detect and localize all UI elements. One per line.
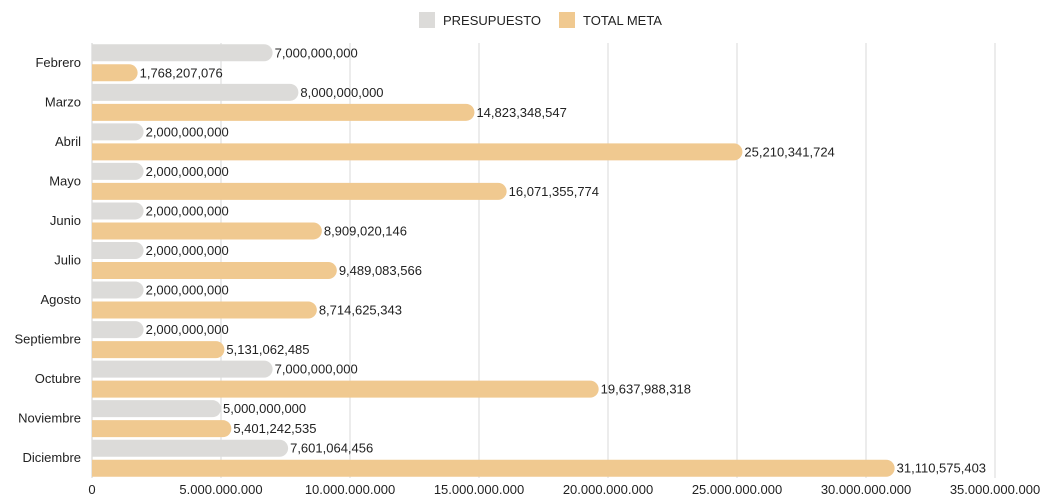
data-label-total-meta-marzo: 14,823,348,547	[476, 105, 566, 120]
legend-label-total-meta: TOTAL META	[583, 13, 662, 28]
data-label-total-meta-julio: 9,489,083,566	[339, 263, 422, 278]
x-tick-label: 10.000.000.000	[305, 482, 395, 497]
data-label-total-meta-mayo: 16,071,355,774	[509, 184, 599, 199]
x-tick-label: 20.000.000.000	[563, 482, 653, 497]
x-tick-label: 0	[88, 482, 95, 497]
x-tick-label: 35.000.000.000	[950, 482, 1040, 497]
bar-presupuesto-junio	[92, 202, 144, 220]
bar-total-meta-julio	[92, 262, 337, 279]
category-label-febrero: Febrero	[35, 55, 81, 70]
data-label-presupuesto-noviembre: 5,000,000,000	[223, 401, 306, 416]
data-label-total-meta-diciembre: 31,110,575,403	[897, 461, 986, 476]
data-label-presupuesto-marzo: 8,000,000,000	[300, 85, 383, 100]
data-label-total-meta-septiembre: 5,131,062,485	[226, 342, 309, 357]
data-label-presupuesto-agosto: 2,000,000,000	[146, 283, 229, 298]
bar-total-meta-abril	[92, 143, 743, 161]
legend-swatch-total-meta	[559, 12, 575, 28]
bar-total-meta-mayo	[92, 182, 507, 200]
category-label-agosto: Agosto	[41, 292, 81, 307]
category-label-mayo: Mayo	[49, 173, 81, 188]
category-label-marzo: Marzo	[45, 94, 81, 109]
category-label-octubre: Octubre	[35, 371, 81, 386]
bar-total-meta-noviembre	[92, 420, 232, 438]
bar-total-meta-diciembre	[92, 459, 895, 477]
bar-presupuesto-noviembre	[92, 400, 221, 418]
category-label-septiembre: Septiembre	[15, 332, 81, 347]
data-label-total-meta-abril: 25,210,341,724	[744, 144, 834, 159]
bar-total-meta-febrero	[92, 64, 138, 82]
data-label-total-meta-febrero: 1,768,207,076	[140, 65, 223, 80]
legend-label-presupuesto: PRESUPUESTO	[443, 13, 541, 28]
data-label-total-meta-octubre: 19,637,988,318	[601, 382, 691, 397]
bar-presupuesto-octubre	[92, 360, 273, 378]
data-label-presupuesto-diciembre: 7,601,064,456	[290, 441, 373, 456]
bar-presupuesto-marzo	[92, 83, 299, 101]
category-label-julio: Julio	[54, 253, 81, 268]
category-label-noviembre: Noviembre	[18, 411, 81, 426]
bar-total-meta-octubre	[92, 380, 599, 398]
legend-swatch-presupuesto	[419, 12, 435, 28]
bar-presupuesto-diciembre	[92, 439, 289, 457]
legend: PRESUPUESTO TOTAL META	[419, 12, 662, 28]
data-label-presupuesto-septiembre: 2,000,000,000	[146, 322, 229, 337]
bar-presupuesto-septiembre	[92, 321, 144, 339]
x-tick-label: 25.000.000.000	[692, 482, 782, 497]
bars	[92, 44, 895, 477]
data-label-presupuesto-julio: 2,000,000,000	[146, 243, 229, 258]
bar-total-meta-septiembre	[92, 341, 225, 359]
bar-presupuesto-mayo	[92, 162, 144, 180]
x-axis-tick-labels: 0 5.000.000.000 10.000.000.000 15.000.000.0…	[88, 482, 1040, 497]
bar-presupuesto-julio	[92, 242, 144, 259]
bar-presupuesto-agosto	[92, 281, 144, 299]
value-labels: 7,000,000,000 1,768,207,076 8,000,000,000 1…	[140, 45, 986, 475]
data-label-total-meta-noviembre: 5,401,242,535	[233, 421, 316, 436]
bar-total-meta-marzo	[92, 103, 475, 121]
data-label-presupuesto-mayo: 2,000,000,000	[146, 164, 229, 179]
data-label-presupuesto-junio: 2,000,000,000	[146, 203, 229, 218]
bar-presupuesto-febrero	[92, 44, 273, 62]
category-label-junio: Junio	[50, 213, 81, 228]
category-label-abril: Abril	[55, 134, 81, 149]
data-label-total-meta-junio: 8,909,020,146	[324, 223, 407, 238]
bar-presupuesto-abril	[92, 123, 144, 141]
data-label-presupuesto-abril: 2,000,000,000	[146, 124, 229, 139]
category-label-diciembre: Diciembre	[22, 450, 81, 465]
bar-total-meta-agosto	[92, 301, 317, 319]
x-tick-label: 30.000.000.000	[821, 482, 911, 497]
bar-total-meta-junio	[92, 222, 322, 240]
x-tick-label: 5.000.000.000	[179, 482, 262, 497]
data-label-presupuesto-febrero: 7,000,000,000	[275, 45, 358, 60]
x-tick-label: 15.000.000.000	[434, 482, 524, 497]
category-labels: Febrero Marzo Abril Mayo Junio Julio Agosto Sep…	[15, 55, 82, 465]
data-label-total-meta-agosto: 8,714,625,343	[319, 303, 402, 318]
data-label-presupuesto-octubre: 7,000,000,000	[275, 362, 358, 377]
